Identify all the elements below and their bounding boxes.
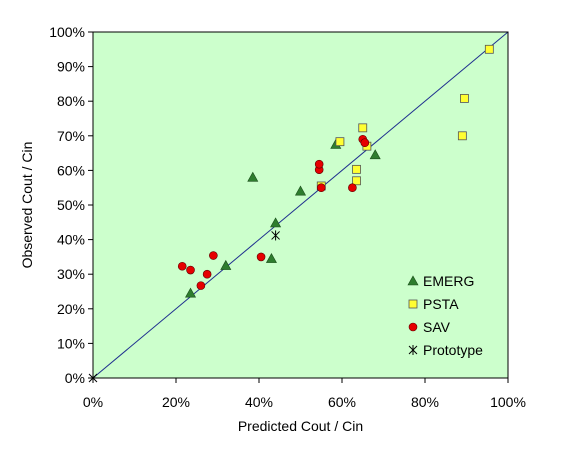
legend: EMERG PSTA SAV Prototype — [407, 273, 483, 358]
x-tick-label: 100% — [490, 394, 526, 410]
reference-diagonal-line — [92, 31, 509, 379]
psta-point — [358, 123, 368, 133]
x-axis-title: Predicted Cout / Cin — [238, 418, 363, 434]
emerg-point — [247, 171, 259, 182]
data-points — [88, 44, 494, 383]
tick-labels: 0% 20% 40% 60% 80% 100% 0% 10% 20% 30% 40% 50% 60% 70… — [49, 24, 526, 410]
sav-point — [256, 252, 266, 262]
psta-point — [460, 94, 469, 103]
y-tick-label: 90% — [57, 59, 85, 75]
sav-point — [316, 183, 326, 192]
x-tick-label: 20% — [162, 394, 190, 410]
emerg-point — [220, 259, 232, 270]
y-tick-label: 20% — [57, 301, 85, 317]
y-axis-title: Observed Cout / Cin — [19, 142, 35, 269]
psta-point — [352, 176, 361, 186]
legend-label-psta: PSTA — [423, 296, 459, 312]
y-tick-label: 40% — [57, 232, 85, 248]
legend-label-sav: SAV — [423, 319, 451, 335]
legend-label-emerg: EMERG — [423, 273, 474, 289]
psta-point — [352, 164, 361, 174]
sav-point — [348, 183, 357, 192]
psta-point — [335, 137, 345, 147]
legend-marker-emerg — [407, 275, 419, 286]
x-tick-label: 40% — [245, 394, 273, 410]
y-tick-label: 70% — [57, 128, 85, 144]
emerg-point — [270, 217, 282, 228]
y-tick-label: 10% — [57, 335, 85, 351]
legend-marker-sav — [408, 322, 418, 332]
emerg-point — [294, 185, 307, 196]
x-tick-label: 80% — [411, 394, 439, 410]
emerg-point — [265, 253, 277, 263]
sav-point — [186, 265, 195, 275]
sav-point — [177, 261, 187, 271]
sav-point — [202, 269, 212, 279]
psta-point — [457, 131, 467, 141]
y-tick-label: 0% — [65, 370, 85, 386]
prototype-point — [271, 230, 280, 241]
x-tick-label: 60% — [328, 394, 356, 410]
psta-point — [484, 44, 494, 54]
sav-point — [196, 281, 206, 290]
legend-label-prototype: Prototype — [423, 342, 483, 358]
sav-point — [314, 159, 324, 169]
tick-marks — [88, 31, 509, 383]
legend-marker-psta — [408, 299, 418, 309]
sav-point — [360, 138, 370, 148]
y-tick-label: 60% — [57, 162, 85, 178]
y-tick-label: 50% — [57, 197, 85, 213]
sav-point — [209, 251, 218, 260]
emerg-point — [185, 287, 197, 298]
y-tick-label: 30% — [57, 266, 85, 282]
y-tick-label: 100% — [49, 24, 85, 40]
x-tick-label: 0% — [83, 394, 103, 410]
legend-marker-prototype — [408, 345, 418, 355]
y-tick-label: 80% — [57, 93, 85, 109]
emerg-point — [369, 149, 381, 160]
plot-area-border — [92, 31, 509, 379]
